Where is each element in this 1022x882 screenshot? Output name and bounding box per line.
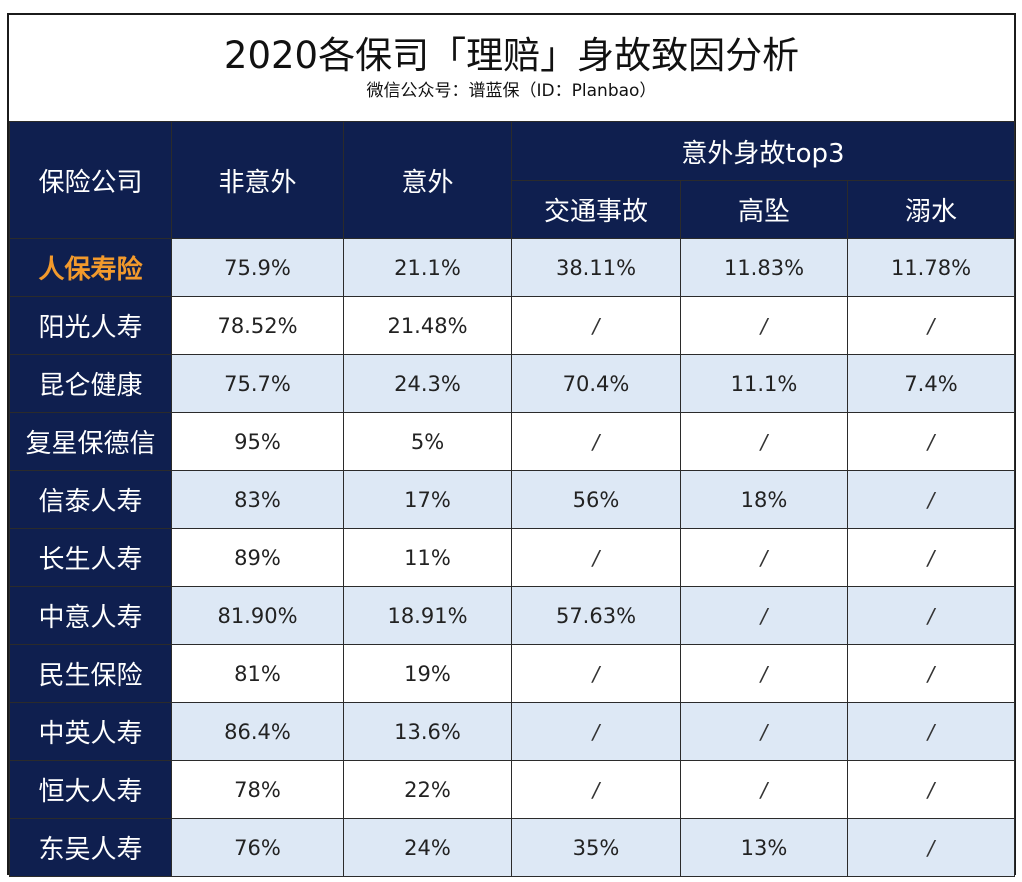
- title-block: 2020各保司「理赔」身故致因分析 微信公众号：谱蓝保（ID：Planbao）: [9, 15, 1014, 121]
- table-header: 保险公司 非意外 意外 意外身故top3 交通事故 高坠 溺水: [9, 121, 1015, 239]
- table-row: 昆仑健康 75.7% 24.3% 70.4% 11.1% 7.4%: [9, 354, 1015, 413]
- company-name-cell: 恒大人寿: [9, 760, 172, 819]
- header-fall: 高坠: [680, 180, 848, 239]
- fall-cell: /: [680, 528, 848, 587]
- company-name-cell: 阳光人寿: [9, 296, 172, 355]
- table-row: 阳光人寿 78.52% 21.48% / / /: [9, 296, 1015, 355]
- table-row: 信泰人寿 83% 17% 56% 18% /: [9, 470, 1015, 529]
- traffic-cell: 57.63%: [511, 586, 681, 645]
- header-accident: 意外: [343, 121, 512, 239]
- table-row: 复星保德信 95% 5% / / /: [9, 412, 1015, 471]
- page-subtitle: 微信公众号：谱蓝保（ID：Planbao）: [366, 81, 657, 101]
- header-drowning: 溺水: [847, 180, 1015, 239]
- table-row: 恒大人寿 78% 22% / / /: [9, 760, 1015, 819]
- drowning-cell: /: [847, 586, 1015, 645]
- company-name-cell: 人保寿险: [9, 238, 172, 297]
- company-name-cell: 信泰人寿: [9, 470, 172, 529]
- fall-cell: /: [680, 644, 848, 703]
- header-top3-group: 意外身故top3: [511, 121, 1015, 181]
- company-name-cell: 长生人寿: [9, 528, 172, 587]
- non-accident-cell: 95%: [171, 412, 344, 471]
- non-accident-cell: 86.4%: [171, 702, 344, 761]
- non-accident-cell: 75.9%: [171, 238, 344, 297]
- table-row: 东吴人寿 76% 24% 35% 13% /: [9, 818, 1015, 877]
- fall-cell: /: [680, 412, 848, 471]
- header-company: 保险公司: [9, 121, 172, 239]
- company-name-cell: 东吴人寿: [9, 818, 172, 877]
- drowning-cell: /: [847, 644, 1015, 703]
- accident-cell: 17%: [343, 470, 512, 529]
- traffic-cell: /: [511, 528, 681, 587]
- traffic-cell: 56%: [511, 470, 681, 529]
- non-accident-cell: 78.52%: [171, 296, 344, 355]
- accident-cell: 24.3%: [343, 354, 512, 413]
- accident-cell: 5%: [343, 412, 512, 471]
- accident-cell: 13.6%: [343, 702, 512, 761]
- accident-cell: 11%: [343, 528, 512, 587]
- fall-cell: 11.83%: [680, 238, 848, 297]
- claims-table: 保险公司 非意外 意外 意外身故top3 交通事故 高坠 溺水 人保寿险 75.9…: [9, 121, 1015, 877]
- drowning-cell: 7.4%: [847, 354, 1015, 413]
- traffic-cell: 35%: [511, 818, 681, 877]
- fall-cell: /: [680, 296, 848, 355]
- fall-cell: 18%: [680, 470, 848, 529]
- drowning-cell: /: [847, 296, 1015, 355]
- non-accident-cell: 75.7%: [171, 354, 344, 413]
- accident-cell: 21.1%: [343, 238, 512, 297]
- drowning-cell: /: [847, 528, 1015, 587]
- fall-cell: /: [680, 760, 848, 819]
- drowning-cell: /: [847, 760, 1015, 819]
- table-row: 长生人寿 89% 11% / / /: [9, 528, 1015, 587]
- table-row: 民生保险 81% 19% / / /: [9, 644, 1015, 703]
- company-name-cell: 民生保险: [9, 644, 172, 703]
- drowning-cell: /: [847, 702, 1015, 761]
- traffic-cell: /: [511, 644, 681, 703]
- traffic-cell: 38.11%: [511, 238, 681, 297]
- table-row: 人保寿险 75.9% 21.1% 38.11% 11.83% 11.78%: [9, 238, 1015, 297]
- table-frame: 2020各保司「理赔」身故致因分析 微信公众号：谱蓝保（ID：Planbao） …: [7, 13, 1016, 877]
- non-accident-cell: 89%: [171, 528, 344, 587]
- non-accident-cell: 83%: [171, 470, 344, 529]
- drowning-cell: /: [847, 818, 1015, 877]
- company-name-cell: 昆仑健康: [9, 354, 172, 413]
- traffic-cell: /: [511, 296, 681, 355]
- non-accident-cell: 78%: [171, 760, 344, 819]
- table-row: 中英人寿 86.4% 13.6% / / /: [9, 702, 1015, 761]
- table-row: 中意人寿 81.90% 18.91% 57.63% / /: [9, 586, 1015, 645]
- accident-cell: 24%: [343, 818, 512, 877]
- drowning-cell: /: [847, 470, 1015, 529]
- non-accident-cell: 81.90%: [171, 586, 344, 645]
- traffic-cell: 70.4%: [511, 354, 681, 413]
- accident-cell: 21.48%: [343, 296, 512, 355]
- fall-cell: /: [680, 586, 848, 645]
- traffic-cell: /: [511, 412, 681, 471]
- drowning-cell: 11.78%: [847, 238, 1015, 297]
- company-name-cell: 中意人寿: [9, 586, 172, 645]
- accident-cell: 18.91%: [343, 586, 512, 645]
- header-traffic: 交通事故: [511, 180, 681, 239]
- accident-cell: 19%: [343, 644, 512, 703]
- company-name-cell: 复星保德信: [9, 412, 172, 471]
- accident-cell: 22%: [343, 760, 512, 819]
- fall-cell: /: [680, 702, 848, 761]
- header-non-accident: 非意外: [171, 121, 344, 239]
- drowning-cell: /: [847, 412, 1015, 471]
- non-accident-cell: 81%: [171, 644, 344, 703]
- fall-cell: 13%: [680, 818, 848, 877]
- traffic-cell: /: [511, 702, 681, 761]
- traffic-cell: /: [511, 760, 681, 819]
- fall-cell: 11.1%: [680, 354, 848, 413]
- table-body: 人保寿险 75.9% 21.1% 38.11% 11.83% 11.78% 阳光人寿 78.5…: [9, 238, 1015, 877]
- company-name-cell: 中英人寿: [9, 702, 172, 761]
- page-title: 2020各保司「理赔」身故致因分析: [223, 34, 800, 77]
- non-accident-cell: 76%: [171, 818, 344, 877]
